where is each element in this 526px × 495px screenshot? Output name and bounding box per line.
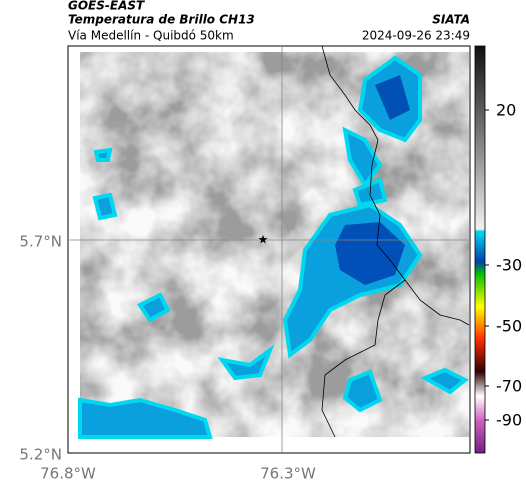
- map: ★ 5.7°N 5.2°N 76.8°W 76.3°W: [19, 45, 471, 483]
- colorbar-label: -90: [496, 411, 522, 430]
- title: Temperatura de Brillo CH13: [68, 13, 255, 27]
- city-marker: ★: [258, 233, 269, 247]
- colorbar-label: -70: [496, 377, 522, 396]
- datetime: 2024-09-26 23:49: [362, 29, 470, 43]
- cold-clouds: [78, 55, 469, 439]
- colorbar-label: -50: [496, 317, 522, 336]
- subtitle: Vía Medellín - Quibdó 50km: [68, 29, 234, 43]
- borders: [321, 45, 470, 438]
- colorbar-label: -30: [496, 256, 522, 275]
- lat-label: 5.7°N: [19, 233, 62, 251]
- org: SIATA: [432, 13, 470, 27]
- colorbar-scale: [474, 45, 486, 454]
- colorbar-label: 20: [496, 101, 516, 120]
- lon-label: 76.3°W: [260, 465, 316, 483]
- lat-label: 5.2°N: [19, 446, 62, 464]
- colorbar: 20 -30 -50 -70 -90: [474, 45, 522, 454]
- source: GOES-EAST: [68, 0, 145, 13]
- lon-label: 76.8°W: [40, 465, 96, 483]
- coldest-clouds: [335, 75, 410, 285]
